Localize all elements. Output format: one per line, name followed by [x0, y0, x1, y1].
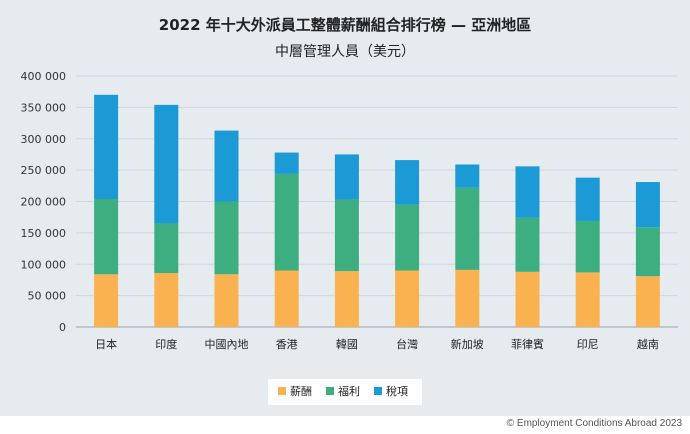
x-category-label: 台灣 — [396, 337, 418, 351]
bar-1-8 — [575, 220, 600, 273]
bar-1-0 — [94, 198, 119, 275]
bar-1-9 — [635, 227, 660, 277]
x-category-label: 中國內地 — [205, 338, 249, 351]
legend-box — [268, 379, 422, 405]
bar-2-0 — [94, 94, 119, 199]
legend-label: 稅項 — [386, 385, 408, 398]
x-axis-labels: 日本 印度 中國內地 香港 韓國 台灣 新加坡 菲律賓 印尼 越南 — [95, 337, 659, 351]
legend: 薪酬 福利 稅項 — [278, 384, 408, 398]
y-axis-ticks: 0 50 000 100 000 150 000 200 000 250 000 300 0… — [21, 70, 67, 334]
bar-0-4 — [334, 271, 359, 327]
x-category-label: 越南 — [637, 337, 659, 351]
bar-1-5 — [395, 204, 420, 271]
bar-2-7 — [515, 166, 540, 218]
legend-swatch — [326, 387, 334, 395]
x-category-label: 香港 — [276, 338, 298, 351]
x-category-label: 印度 — [155, 337, 177, 351]
chart-subtitle: 中層管理人員（美元） — [275, 44, 415, 60]
bar-0-1 — [154, 273, 179, 327]
bar-2-5 — [395, 160, 420, 205]
x-category-label: 新加坡 — [451, 337, 484, 351]
bar-2-1 — [154, 104, 179, 224]
copyright-text: © Employment Conditions Abroad 2023 — [506, 418, 682, 429]
bar-0-7 — [515, 271, 540, 327]
x-category-label: 日本 — [95, 337, 117, 351]
bars — [94, 94, 660, 327]
bar-chart: 2022 年十大外派員工整體薪酬組合排行榜 — 亞洲地區 中層管理人員（美元） … — [21, 16, 678, 405]
y-tick-label: 150 000 — [21, 227, 67, 240]
bar-1-4 — [334, 199, 359, 272]
chart-title: 2022 年十大外派員工整體薪酬組合排行榜 — 亞洲地區 — [159, 16, 531, 34]
bar-0-8 — [575, 272, 600, 327]
legend-label: 福利 — [338, 384, 360, 398]
bar-2-9 — [635, 182, 660, 228]
x-category-label: 韓國 — [336, 338, 358, 351]
legend-swatch — [374, 387, 382, 395]
bar-1-3 — [274, 173, 299, 271]
bar-2-6 — [455, 164, 480, 188]
bar-0-3 — [274, 270, 299, 327]
legend-label: 薪酬 — [290, 385, 312, 398]
chart-panel: 2022 年十大外派員工整體薪酬組合排行榜 — 亞洲地區 中層管理人員（美元） … — [0, 0, 690, 416]
bar-0-5 — [395, 270, 420, 327]
bar-1-7 — [515, 217, 540, 272]
x-category-label: 印尼 — [577, 338, 599, 351]
y-tick-label: 0 — [59, 321, 66, 334]
bar-2-4 — [334, 154, 359, 200]
bar-1-2 — [214, 201, 239, 275]
bar-0-6 — [455, 269, 480, 327]
bar-2-3 — [274, 152, 299, 174]
y-tick-label: 100 000 — [21, 258, 67, 271]
legend-swatch — [278, 387, 286, 395]
bar-0-2 — [214, 274, 239, 327]
bar-0-0 — [94, 274, 119, 327]
bar-1-6 — [455, 187, 480, 270]
y-tick-label: 250 000 — [21, 164, 67, 177]
bar-0-9 — [635, 276, 660, 327]
y-tick-label: 50 000 — [28, 290, 67, 303]
y-tick-label: 400 000 — [21, 70, 67, 83]
bar-1-1 — [154, 223, 179, 274]
y-tick-label: 300 000 — [21, 133, 67, 146]
y-tick-label: 200 000 — [21, 196, 67, 209]
bar-2-8 — [575, 177, 600, 221]
bar-2-2 — [214, 130, 239, 202]
x-category-label: 菲律賓 — [511, 337, 544, 351]
y-tick-label: 350 000 — [21, 101, 67, 114]
